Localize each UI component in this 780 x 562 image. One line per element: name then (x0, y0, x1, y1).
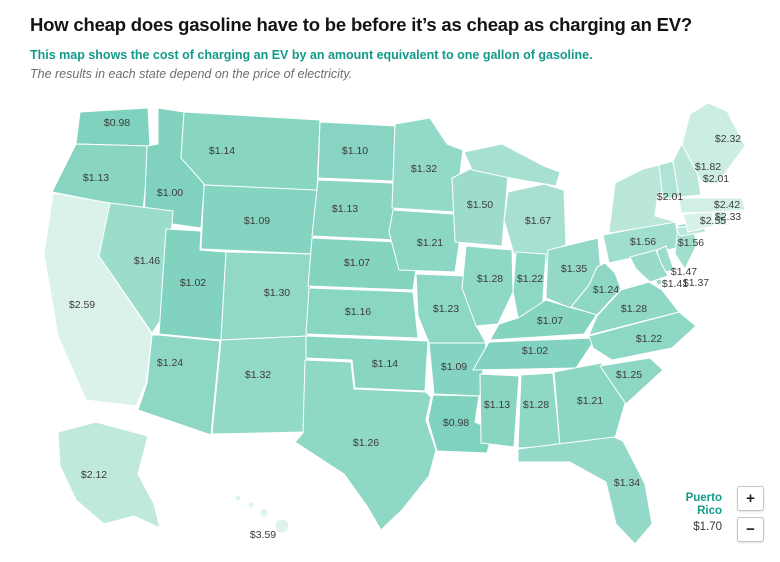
subtitle-note: The results in each state depend on the … (30, 67, 353, 82)
zoom-out-button[interactable]: − (737, 517, 764, 542)
state-value-label-MD: $1.41 (662, 278, 688, 290)
state-value-label-DE: $1.47 (671, 266, 697, 278)
puerto-rico-value: $1.70 (693, 521, 722, 534)
state-value-label-ND: $1.10 (342, 145, 368, 157)
state-HI[interactable] (259, 508, 269, 518)
state-value-label-IL: $1.28 (477, 273, 503, 285)
state-value-label-IA: $1.21 (417, 237, 443, 249)
state-value-label-ID: $1.00 (157, 187, 183, 199)
state-value-label-GA: $1.21 (577, 395, 603, 407)
state-value-label-ME: $2.32 (715, 133, 741, 145)
state-CT[interactable] (682, 211, 715, 233)
state-value-label-VT: $1.82 (695, 161, 721, 173)
state-ME[interactable] (681, 102, 746, 185)
state-value-label-TX: $1.26 (353, 437, 379, 449)
subtitle: This map shows the cost of charging an E… (30, 48, 593, 63)
state-value-label-AR: $1.09 (441, 361, 467, 373)
state-AZ[interactable] (137, 334, 221, 436)
state-HI[interactable] (274, 518, 290, 534)
us-choropleth-map[interactable]: $0.98 $1.13 $2.59 $1.00 $1.46 $1.14 $1.09 $1.02… (0, 86, 780, 562)
state-value-label-OK: $1.14 (372, 358, 398, 370)
header: How cheap does gasoline have to be befor… (0, 0, 780, 83)
state-value-label-OH: $1.35 (561, 263, 587, 275)
state-value-label-WV: $1.24 (593, 284, 619, 296)
state-SC[interactable] (599, 357, 664, 405)
state-value-label-AK: $2.12 (81, 469, 107, 481)
state-VA[interactable] (588, 281, 680, 336)
state-value-label-KY: $1.07 (537, 315, 563, 327)
state-value-label-CT: $2.55 (700, 215, 726, 227)
state-KS[interactable] (305, 287, 419, 339)
state-value-label-CO: $1.30 (264, 287, 290, 299)
state-value-label-AL: $1.28 (523, 399, 549, 411)
state-MT[interactable] (180, 111, 321, 192)
state-value-label-FL: $1.34 (614, 477, 640, 489)
puerto-rico-callout: Puerto Rico $1.70 (670, 492, 722, 533)
state-value-label-MN: $1.32 (411, 163, 437, 175)
state-GA[interactable] (553, 362, 627, 447)
state-value-label-MS: $1.13 (484, 399, 510, 411)
page-title: How cheap does gasoline have to be befor… (30, 14, 693, 35)
state-NV[interactable] (98, 202, 174, 334)
state-value-label-NM: $1.32 (245, 369, 271, 381)
state-value-label-MA: $2.42 (714, 199, 740, 211)
state-value-label-OR: $1.13 (83, 172, 109, 184)
state-value-label-CA: $2.59 (69, 299, 95, 311)
state-value-label-NE: $1.07 (344, 257, 370, 269)
state-value-label-VA: $1.28 (621, 303, 647, 315)
state-value-label-MO: $1.23 (433, 303, 459, 315)
state-value-label-LA: $0.98 (443, 417, 469, 429)
state-MD[interactable] (629, 249, 669, 283)
state-value-label-SD: $1.13 (332, 203, 358, 215)
state-value-label-KS: $1.16 (345, 306, 371, 318)
state-value-label-RI: $2.33 (715, 211, 741, 223)
state-DC[interactable] (655, 278, 663, 286)
state-value-label-WY: $1.09 (244, 215, 270, 227)
state-value-label-NC: $1.22 (636, 333, 662, 345)
state-HI[interactable] (234, 494, 242, 502)
state-value-label-WA: $0.98 (104, 117, 130, 129)
state-FL[interactable] (517, 436, 653, 545)
zoom-in-button[interactable]: + (737, 486, 764, 511)
state-IL[interactable] (461, 245, 514, 327)
state-value-label-SC: $1.25 (616, 369, 642, 381)
state-value-label-NH: $2.01 (703, 173, 729, 185)
zoom-controls: + − (737, 486, 764, 542)
state-value-label-UT: $1.02 (180, 277, 206, 289)
state-NM[interactable] (211, 335, 309, 435)
state-value-label-NV: $1.46 (134, 255, 160, 267)
state-HI[interactable] (247, 501, 255, 509)
state-value-label-NJ: $1.56 (678, 237, 704, 249)
state-value-label-WI: $1.50 (467, 199, 493, 211)
state-value-label-NY: $2.01 (657, 191, 683, 203)
state-MA[interactable] (678, 197, 746, 214)
puerto-rico-label: Puerto Rico (685, 492, 722, 518)
state-MS[interactable] (479, 373, 520, 448)
state-value-label-DC: $1.37 (683, 277, 709, 289)
state-value-label-MI: $1.67 (525, 215, 551, 227)
state-value-label-IN: $1.22 (517, 273, 543, 285)
state-value-label-TN: $1.02 (522, 345, 548, 357)
state-TX[interactable] (294, 359, 437, 531)
state-value-label-AZ: $1.24 (157, 357, 183, 369)
state-RI[interactable] (713, 210, 728, 226)
state-MI[interactable] (463, 143, 561, 187)
state-value-label-HI: $3.59 (250, 529, 276, 541)
state-value-label-PA: $1.56 (630, 236, 656, 248)
state-WV[interactable] (570, 262, 622, 316)
state-value-label-MT: $1.14 (209, 145, 235, 157)
state-AK[interactable] (57, 421, 161, 529)
state-MN[interactable] (391, 117, 464, 213)
